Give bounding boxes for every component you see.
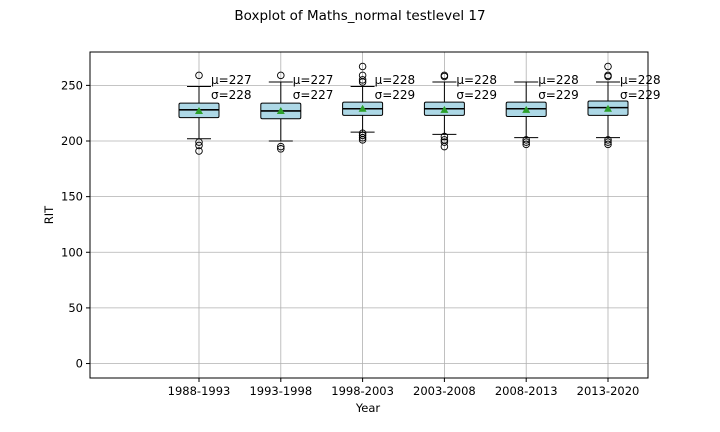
mean-marker (522, 105, 531, 113)
outlier-point (440, 138, 449, 146)
x-tick-label: 1998-2003 (331, 384, 394, 398)
x-tick-label: 1993-1998 (249, 384, 312, 398)
chart-title: Boxplot of Maths_normal testlevel 17 (234, 8, 485, 24)
outlier-point (604, 72, 612, 81)
mean-annotation: μ=228 (456, 73, 497, 87)
mean-annotation: μ=228 (375, 73, 416, 87)
sigma-annotation: σ=229 (538, 88, 579, 102)
x-tick-label: 2013-2020 (577, 384, 640, 398)
outlier-point (195, 147, 203, 155)
mean-annotation: μ=227 (211, 73, 252, 87)
mean-annotation: μ=227 (293, 73, 334, 87)
x-axis-label: Year (355, 401, 381, 415)
sigma-annotation: σ=228 (211, 88, 252, 102)
outlier-point (195, 141, 203, 150)
outlier-point (522, 136, 530, 144)
outlier-point (358, 76, 367, 84)
mean-marker (604, 104, 612, 112)
outlier-point (440, 132, 449, 141)
sigma-annotation: σ=229 (620, 88, 661, 102)
y-tick-label: 100 (61, 245, 83, 259)
outlier-point (358, 62, 367, 71)
outlier-point (522, 140, 530, 149)
mean-annotation: μ=228 (620, 73, 661, 87)
mean-annotation: μ=228 (538, 73, 579, 87)
outlier-point (195, 71, 203, 80)
plot-frame (89, 51, 649, 379)
y-tick-label: 200 (61, 134, 83, 148)
sigma-annotation: σ=227 (293, 88, 334, 102)
outlier-point (522, 138, 530, 146)
x-ticks: 1988-1993 1993-1998 1998-2003 2003-2008 2008… (168, 378, 640, 398)
outlier-point (358, 136, 367, 144)
outlier-point (277, 145, 285, 153)
mean-marker (276, 106, 285, 114)
mean-marker (195, 106, 203, 114)
plot-layer: μ=227σ=228μ=227σ=227μ=228σ=229μ=228σ=229… (178, 62, 661, 155)
x-tick-label: 2003-2008 (413, 384, 476, 398)
outlier-point (358, 133, 367, 142)
outlier-point (604, 136, 612, 144)
outlier-point (358, 78, 367, 86)
sigma-annotation: σ=229 (456, 88, 497, 102)
mean-marker (440, 105, 449, 113)
outlier-point (277, 142, 285, 151)
x-tick-label: 1988-1993 (168, 384, 231, 398)
outlier-point (440, 142, 449, 151)
outlier-point (358, 131, 367, 140)
outlier-point (604, 138, 612, 146)
y-tick-label: 0 (76, 357, 83, 371)
outlier-point (604, 62, 612, 71)
x-tick-label: 2008-2013 (495, 384, 558, 398)
outlier-point (440, 72, 449, 81)
y-ticks: 0 50 100 150 200 250 (61, 78, 90, 371)
outlier-point (604, 140, 612, 149)
outlier-point (195, 138, 203, 146)
outlier-point (277, 71, 285, 80)
y-tick-label: 150 (61, 190, 83, 204)
y-tick-label: 250 (61, 78, 83, 92)
y-tick-label: 50 (68, 301, 83, 315)
sigma-annotation: σ=229 (375, 88, 416, 102)
mean-marker (358, 104, 367, 112)
y-axis-label: RIT (42, 205, 56, 224)
